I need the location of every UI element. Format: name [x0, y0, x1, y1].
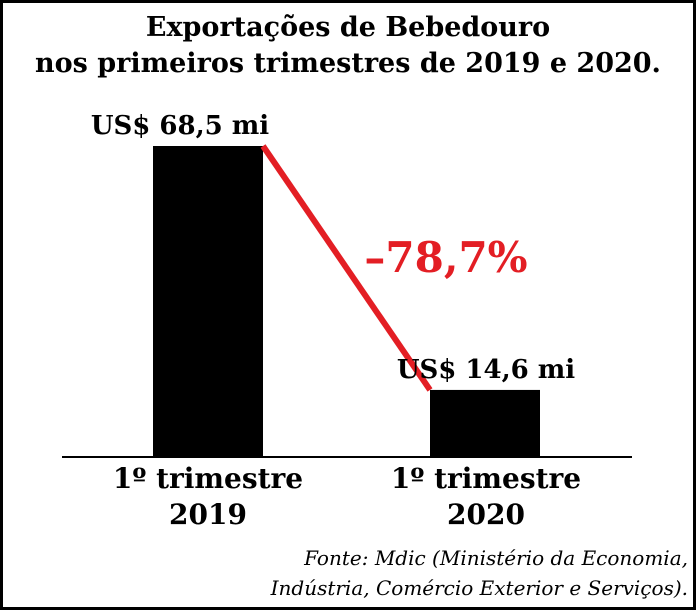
category-label-2019-line-1: 1º trimestre: [113, 462, 303, 495]
change-line: [260, 144, 433, 392]
chart-title-line-2: nos primeiros trimestres de 2019 e 2020.: [35, 48, 661, 79]
bar-2019: [153, 146, 263, 456]
source-line-1: Fonte: Mdic (Ministério da Economia,: [304, 546, 688, 570]
data-label-2020: US$ 14,6 mi: [397, 355, 575, 385]
bars-layer: [153, 146, 540, 456]
source-line-2: Indústria, Comércio Exterior e Serviços)…: [270, 576, 688, 600]
category-label-2020-line-1: 1º trimestre: [391, 462, 581, 495]
category-label-2020-line-2: 2020: [447, 498, 525, 531]
change-percent-label: –78,7%: [364, 233, 527, 282]
bar-2020: [430, 389, 540, 456]
data-label-2019: US$ 68,5 mi: [91, 111, 269, 141]
chart-title-line-1: Exportações de Bebedouro: [145, 12, 551, 43]
category-label-2019-line-2: 2019: [169, 498, 247, 531]
